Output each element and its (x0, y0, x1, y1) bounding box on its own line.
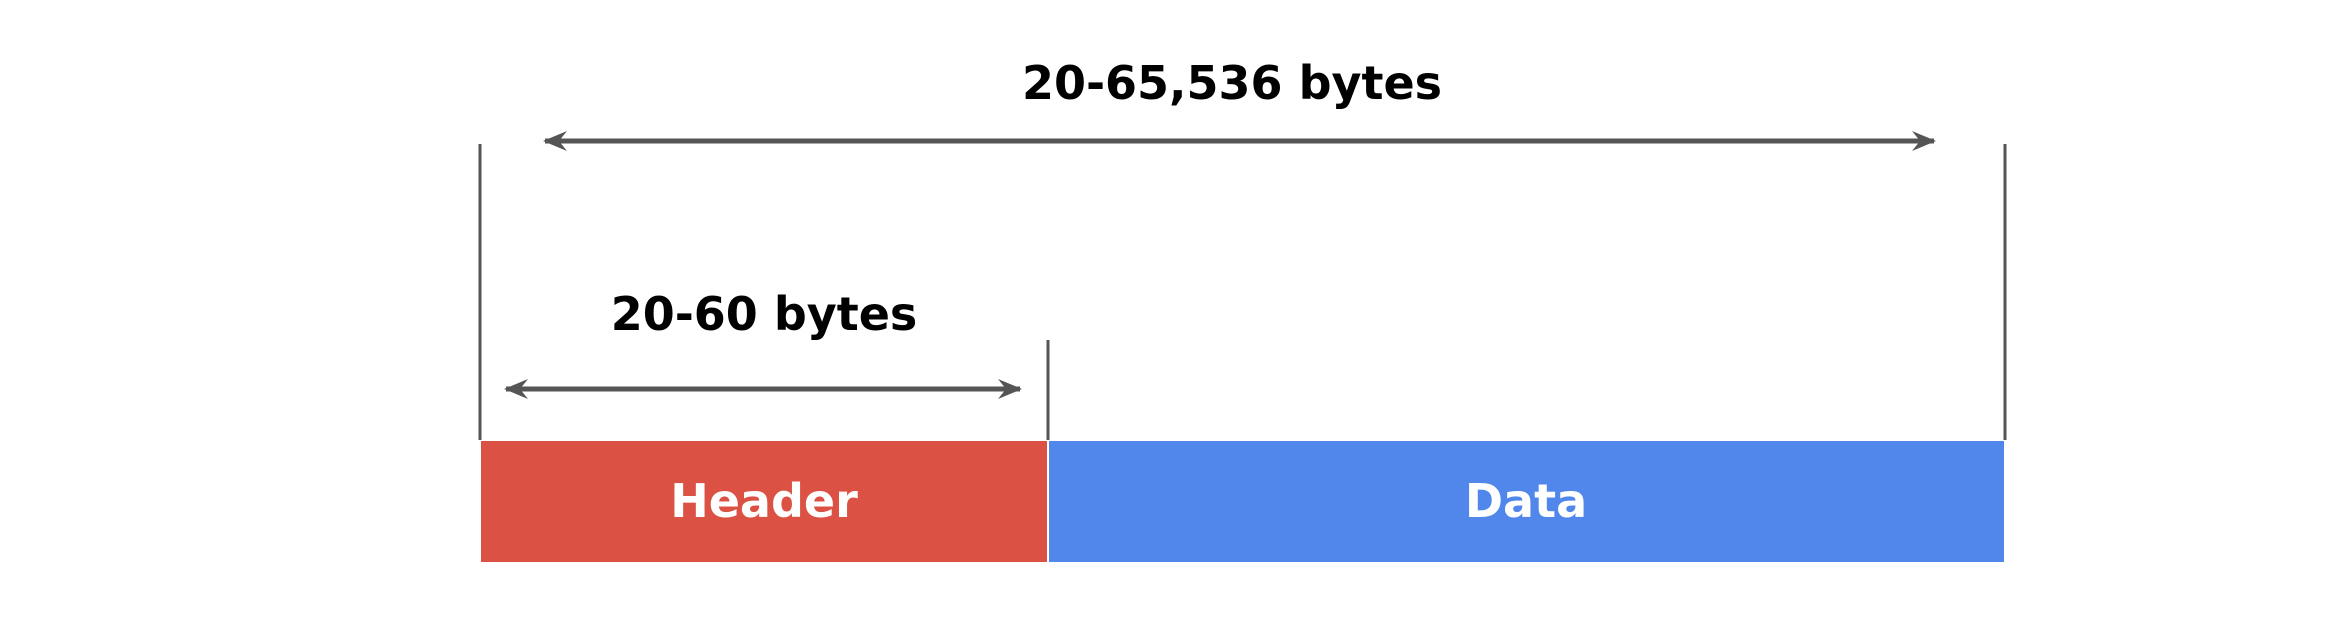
header-segment (481, 441, 1047, 562)
data-segment (1049, 441, 2004, 562)
header-size-label: 20-60 bytes (611, 287, 918, 341)
header-segment-label: Header (670, 474, 858, 528)
data-segment-label: Data (1465, 474, 1587, 528)
total-size-label: 20-65,536 bytes (1022, 56, 1442, 110)
